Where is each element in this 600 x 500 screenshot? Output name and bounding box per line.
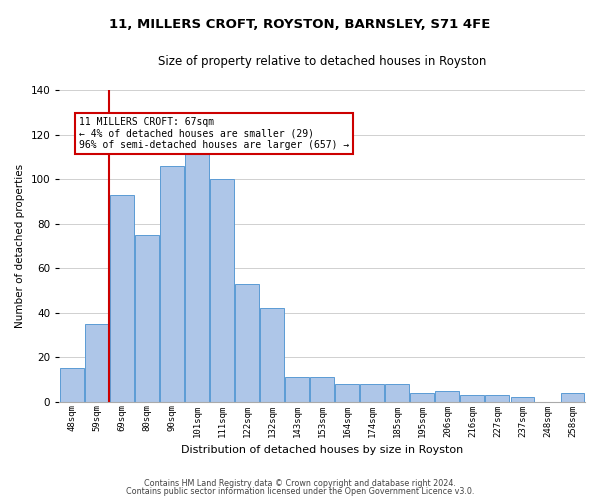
- Bar: [285, 377, 309, 402]
- Bar: [235, 284, 259, 402]
- Bar: [185, 150, 209, 402]
- Bar: [460, 395, 484, 402]
- Bar: [60, 368, 84, 402]
- Bar: [310, 377, 334, 402]
- Title: Size of property relative to detached houses in Royston: Size of property relative to detached ho…: [158, 55, 487, 68]
- Text: 11 MILLERS CROFT: 67sqm
← 4% of detached houses are smaller (29)
96% of semi-det: 11 MILLERS CROFT: 67sqm ← 4% of detached…: [79, 116, 350, 150]
- Text: Contains HM Land Registry data © Crown copyright and database right 2024.: Contains HM Land Registry data © Crown c…: [144, 478, 456, 488]
- Bar: [135, 234, 159, 402]
- Bar: [385, 384, 409, 402]
- Bar: [485, 395, 509, 402]
- Bar: [260, 308, 284, 402]
- Text: 11, MILLERS CROFT, ROYSTON, BARNSLEY, S71 4FE: 11, MILLERS CROFT, ROYSTON, BARNSLEY, S7…: [109, 18, 491, 30]
- Bar: [410, 392, 434, 402]
- Bar: [335, 384, 359, 402]
- Bar: [85, 324, 109, 402]
- Text: Contains public sector information licensed under the Open Government Licence v3: Contains public sector information licen…: [126, 487, 474, 496]
- Bar: [560, 392, 584, 402]
- X-axis label: Distribution of detached houses by size in Royston: Distribution of detached houses by size …: [181, 445, 463, 455]
- Bar: [160, 166, 184, 402]
- Bar: [361, 384, 384, 402]
- Bar: [210, 179, 234, 402]
- Bar: [436, 390, 459, 402]
- Bar: [511, 397, 535, 402]
- Y-axis label: Number of detached properties: Number of detached properties: [15, 164, 25, 328]
- Bar: [110, 194, 134, 402]
